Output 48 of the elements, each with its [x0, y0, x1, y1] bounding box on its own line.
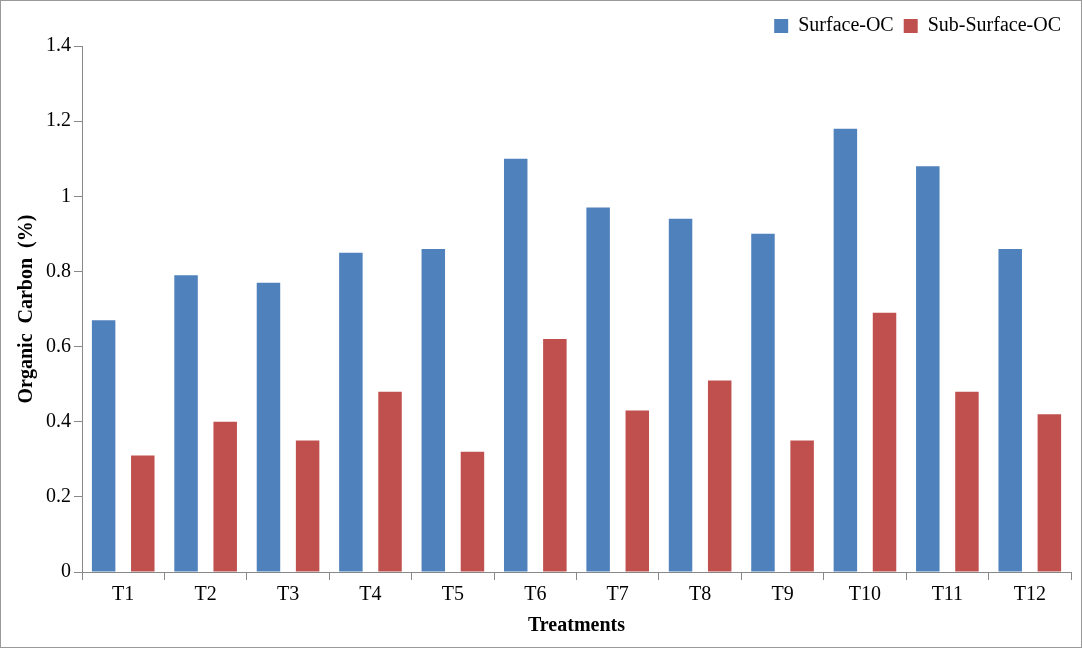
bar — [460, 451, 485, 572]
bar — [707, 380, 732, 572]
x-tick-label: T8 — [689, 582, 712, 605]
x-tick-label: T3 — [276, 582, 300, 605]
y-tick-label: 1.4 — [46, 33, 71, 56]
x-tick-label: T10 — [848, 582, 882, 605]
x-tick-label: T1 — [112, 582, 135, 605]
y-tick-label: 0.6 — [46, 333, 71, 356]
bar — [790, 440, 814, 572]
x-tick-label: T12 — [1013, 582, 1046, 605]
y-tick-label: 0.8 — [46, 258, 71, 281]
bar — [916, 166, 940, 572]
bar — [668, 218, 693, 572]
y-tick-label: 0.2 — [46, 484, 71, 507]
x-tick-label: T5 — [441, 582, 464, 605]
bar — [503, 158, 528, 572]
y-tick-label: 0.4 — [46, 408, 71, 431]
legend-label: Surface-OC — [798, 13, 894, 36]
legend-label: Sub-Surface-OC — [927, 13, 1062, 36]
bar — [339, 252, 363, 572]
bar — [256, 282, 281, 572]
y-tick-label: 1 — [61, 183, 71, 206]
x-tick-label: T11 — [931, 582, 964, 605]
bar — [872, 312, 897, 572]
bar — [751, 233, 775, 572]
bar — [174, 275, 198, 572]
bar — [295, 440, 320, 572]
bar — [586, 207, 610, 572]
bar — [625, 410, 650, 572]
bar — [421, 248, 446, 572]
x-tick-label: T9 — [771, 582, 794, 605]
bar — [131, 455, 155, 572]
bar — [213, 421, 237, 572]
x-tick-label: T7 — [606, 582, 629, 605]
bar — [543, 339, 567, 572]
bar — [998, 248, 1022, 572]
bar — [1037, 414, 1062, 572]
x-tick-label: T2 — [194, 582, 217, 605]
x-axis-title: Treatments — [527, 613, 626, 636]
y-tick-label: 0 — [61, 559, 71, 582]
bar — [833, 128, 858, 572]
y-tick-label: 1.2 — [46, 108, 71, 131]
x-tick-label: T6 — [524, 582, 547, 605]
bar — [955, 391, 979, 572]
x-tick-label: T4 — [359, 582, 382, 605]
y-axis-title: Organic Carbon (%) — [14, 214, 38, 404]
bar — [91, 320, 116, 572]
bar — [378, 391, 402, 572]
